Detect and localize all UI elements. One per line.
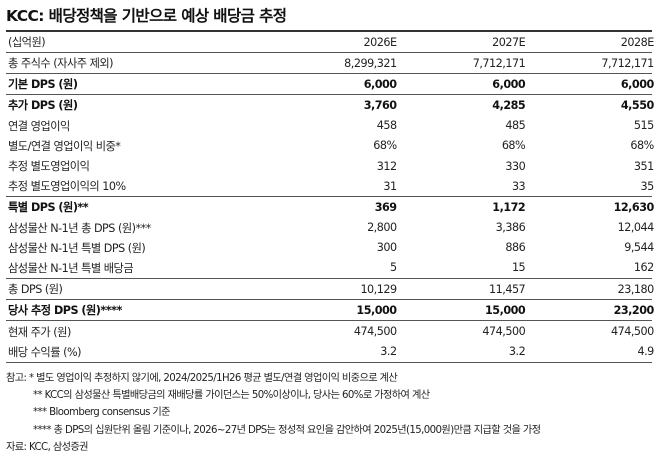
row-label: 특별 DPS (원)**: [8, 201, 89, 215]
table-row: 총 DPS (원) 10,129 11,457 23,180: [6, 279, 655, 301]
source-note: 자료: KCC, 삼성증권: [6, 441, 89, 453]
cell-2028e: 12,044: [617, 221, 655, 235]
cell-2026e: 312: [376, 159, 397, 173]
cell-2028e: 68%: [630, 139, 654, 153]
table-row: 추가 DPS (원) 3,760 4,285 4,550: [6, 95, 654, 115]
cell-2026e: 68%: [373, 139, 397, 153]
cell-2028e: 12,630: [613, 200, 655, 214]
header-2026e: 2026E: [363, 35, 398, 49]
cell-2027e: 886: [505, 241, 526, 255]
cell-2027e: 68%: [501, 139, 526, 153]
header-2027e: 2027E: [492, 35, 526, 49]
table-row: 특별 DPS (원)** 369 1,172 12,630: [6, 197, 655, 217]
cell-2027e: 474,500: [482, 325, 526, 339]
table-row: 추정 별도영업이익의 10% 31 33 35: [6, 176, 655, 198]
table-row: 연결 영업이익 458 485 515: [6, 116, 654, 136]
cell-2028e: 515: [633, 119, 654, 133]
table-row: 현재 주가 (원) 474,500 474,500 474,500: [6, 321, 654, 341]
cell-2026e: 10,129: [360, 282, 397, 296]
table-row: 추정 별도영업이익 312 330 351: [6, 156, 654, 176]
cell-2027e: 15: [511, 261, 526, 275]
row-label: 추정 별도영업이익의 10%: [8, 180, 126, 194]
table-row: 별도/연결 영업이익 비중* 68% 68% 68%: [6, 136, 654, 156]
table-row: 기본 DPS (원) 6,000 6,000 6,000: [6, 74, 654, 96]
cell-2028e: 6,000: [620, 77, 654, 91]
row-label: 별도/연결 영업이익 비중*: [8, 139, 121, 153]
row-label: 추가 DPS (원): [8, 99, 78, 113]
cell-2028e: 7,712,171: [601, 56, 654, 70]
table-header-row: (십억원) 2026E 2027E 2028E: [6, 32, 655, 53]
cell-2027e: 11,457: [489, 282, 526, 296]
footnote: *** Bloomberg consensus 기준: [33, 407, 171, 419]
cell-2027e: 3,386: [495, 221, 526, 235]
cell-2026e: 458: [376, 119, 397, 133]
cell-2028e: 23,200: [613, 303, 655, 317]
cell-2027e: 485: [505, 119, 526, 133]
table-row: 당사 추정 DPS (원)**** 15,000 15,000 23,200: [6, 300, 655, 322]
cell-2028e: 474,500: [611, 325, 654, 339]
dividend-estimate-table: (십억원) 2026E 2027E 2028E 총 주식수 (자사주 제외) 8…: [6, 30, 655, 363]
cell-2027e: 4,285: [492, 98, 526, 112]
table-row: 삼성물산 N-1년 특별 DPS (원) 300 886 9,544: [6, 238, 654, 258]
table-row: 삼성물산 N-1년 총 DPS (원)*** 2,800 3,386 12,04…: [6, 218, 655, 238]
row-label: 당사 추정 DPS (원)****: [8, 304, 122, 318]
row-label: 총 주식수 (자사주 제외): [8, 57, 114, 71]
cell-2026e: 369: [374, 200, 397, 214]
cell-2026e: 3.2: [380, 345, 397, 359]
page-title: KCC: 배당정책을 기반으로 예상 배당금 추정: [6, 7, 287, 25]
row-label: 기본 DPS (원): [8, 78, 78, 92]
cell-2027e: 3.2: [508, 345, 526, 359]
cell-2028e: 4.9: [637, 345, 654, 359]
cell-2027e: 7,712,171: [472, 56, 526, 70]
cell-2028e: 9,544: [624, 241, 654, 255]
row-label: 삼성물산 N-1년 특별 DPS (원): [8, 241, 146, 255]
row-label: 삼성물산 N-1년 총 DPS (원)***: [8, 221, 151, 235]
cell-2027e: 1,172: [492, 200, 526, 214]
row-label: 추정 별도영업이익: [8, 160, 90, 174]
table-row: 총 주식수 (자사주 제외) 8,299,321 7,712,171 7,712…: [6, 53, 654, 75]
footnote: ** KCC의 삼성물산 특별배당금의 재배당률 가이던스는 50%이상이나, …: [33, 390, 430, 402]
cell-2028e: 35: [640, 179, 655, 193]
row-label: 현재 주가 (원): [8, 325, 71, 339]
cell-2026e: 15,000: [356, 303, 397, 317]
cell-2026e: 6,000: [363, 77, 397, 91]
cell-2027e: 15,000: [485, 303, 526, 317]
cell-2027e: 330: [505, 159, 526, 173]
row-label: 연결 영업이익: [8, 119, 70, 133]
cell-2026e: 2,800: [367, 221, 397, 235]
cell-2026e: 300: [376, 241, 397, 255]
table-row: 배당 수익률 (%) 3.2 3.2 4.9: [6, 342, 654, 362]
cell-2027e: 33: [511, 179, 526, 193]
footnotes: 참고: * 별도 영업이익 추정하지 않기에, 2024/2025/1H26 평…: [6, 370, 541, 456]
cell-2028e: 4,550: [620, 98, 654, 112]
cell-2026e: 5: [389, 261, 397, 275]
cell-2026e: 8,299,321: [344, 56, 397, 70]
footnote: 참고: * 별도 영업이익 추정하지 않기에, 2024/2025/1H26 평…: [6, 373, 398, 384]
row-label: 총 DPS (원): [8, 283, 63, 297]
cell-2028e: 23,180: [617, 282, 655, 296]
cell-2028e: 162: [633, 261, 654, 275]
header-unit: (십억원): [8, 36, 46, 49]
footnote: **** 총 DPS의 십원단위 올림 기준이나, 2026~27년 DPS는 …: [33, 424, 541, 436]
row-label: 삼성물산 N-1년 특별 배당금: [8, 261, 134, 275]
cell-2028e: 351: [633, 159, 654, 173]
cell-2026e: 474,500: [353, 325, 397, 339]
cell-2026e: 3,760: [363, 98, 397, 112]
table-row: 삼성물산 N-1년 특별 배당금 5 15 162: [6, 258, 654, 280]
header-2028e: 2028E: [620, 35, 655, 49]
cell-2026e: 31: [383, 179, 397, 193]
cell-2027e: 6,000: [492, 77, 526, 91]
row-label: 배당 수익률 (%): [8, 345, 81, 359]
